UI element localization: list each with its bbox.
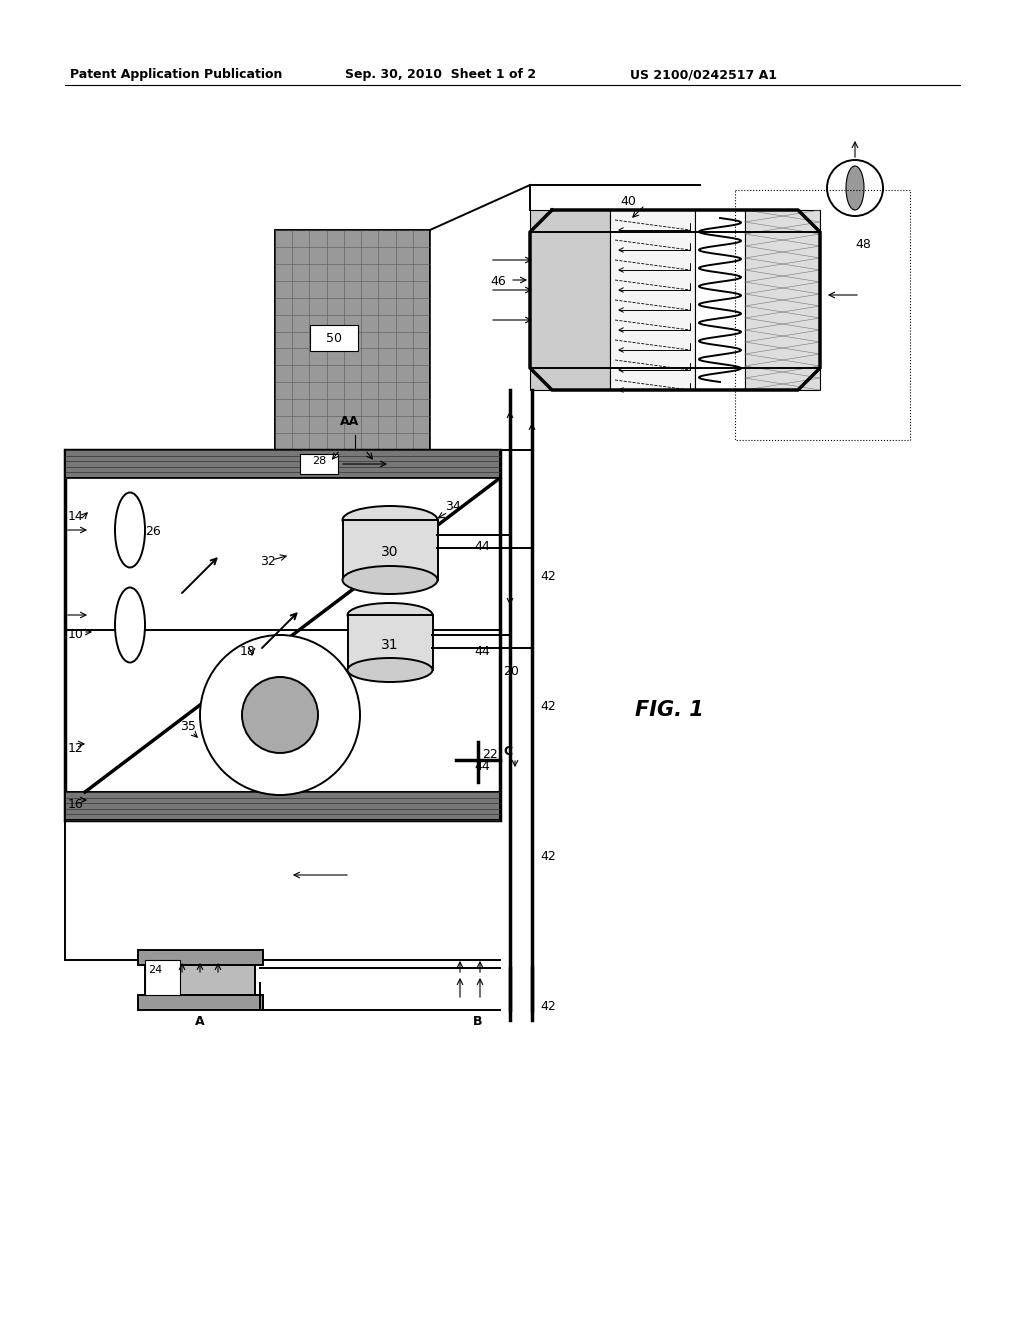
Bar xyxy=(145,960,180,995)
Bar xyxy=(310,325,358,351)
Bar xyxy=(138,995,263,1010)
Text: 22: 22 xyxy=(482,748,498,762)
Bar xyxy=(695,210,745,389)
Text: 42: 42 xyxy=(540,850,556,863)
Bar xyxy=(65,450,500,478)
Bar xyxy=(65,792,500,820)
Text: FIG. 1: FIG. 1 xyxy=(635,700,703,719)
Text: 48: 48 xyxy=(855,238,870,251)
Text: 26: 26 xyxy=(145,525,161,539)
Text: 31: 31 xyxy=(381,638,398,652)
Bar xyxy=(300,454,338,474)
Text: 50: 50 xyxy=(326,333,342,345)
Text: US 2100/0242517 A1: US 2100/0242517 A1 xyxy=(630,69,777,81)
Text: 20: 20 xyxy=(503,665,519,678)
Text: 30: 30 xyxy=(381,545,398,558)
Ellipse shape xyxy=(115,492,145,568)
Bar xyxy=(735,190,910,440)
Text: 10: 10 xyxy=(68,628,84,642)
Bar xyxy=(65,450,500,820)
Text: 46: 46 xyxy=(490,275,506,288)
Text: AA: AA xyxy=(340,414,359,428)
Text: 12: 12 xyxy=(68,742,84,755)
Ellipse shape xyxy=(342,506,437,535)
Text: 34: 34 xyxy=(445,500,461,513)
Ellipse shape xyxy=(342,566,437,594)
Circle shape xyxy=(827,160,883,216)
Text: 44: 44 xyxy=(474,645,490,657)
Text: 16: 16 xyxy=(68,799,84,810)
Text: 32: 32 xyxy=(260,554,275,568)
Ellipse shape xyxy=(347,603,432,627)
Bar xyxy=(343,520,438,579)
Text: 42: 42 xyxy=(540,700,556,713)
Text: 28: 28 xyxy=(312,455,326,466)
Ellipse shape xyxy=(846,166,864,210)
Bar xyxy=(348,615,433,671)
Text: 42: 42 xyxy=(540,570,556,583)
Text: 44: 44 xyxy=(474,540,490,553)
Text: 14: 14 xyxy=(68,510,84,523)
Bar xyxy=(275,230,430,450)
Circle shape xyxy=(200,635,360,795)
Bar xyxy=(610,210,695,389)
Text: A: A xyxy=(196,1015,205,1028)
Text: Patent Application Publication: Patent Application Publication xyxy=(70,69,283,81)
Circle shape xyxy=(242,677,318,752)
Bar xyxy=(745,210,820,389)
Bar xyxy=(530,210,610,389)
Ellipse shape xyxy=(115,587,145,663)
Text: B: B xyxy=(473,1015,482,1028)
Bar xyxy=(138,950,263,965)
Ellipse shape xyxy=(347,657,432,682)
Text: C: C xyxy=(503,744,512,758)
Text: 42: 42 xyxy=(540,1001,556,1012)
Text: 24: 24 xyxy=(148,965,162,975)
Bar xyxy=(145,960,255,995)
Text: Sep. 30, 2010  Sheet 1 of 2: Sep. 30, 2010 Sheet 1 of 2 xyxy=(345,69,537,81)
Text: 35: 35 xyxy=(180,719,196,733)
Text: 18: 18 xyxy=(240,645,256,657)
Text: 44: 44 xyxy=(474,760,490,774)
Text: 40: 40 xyxy=(620,195,636,209)
